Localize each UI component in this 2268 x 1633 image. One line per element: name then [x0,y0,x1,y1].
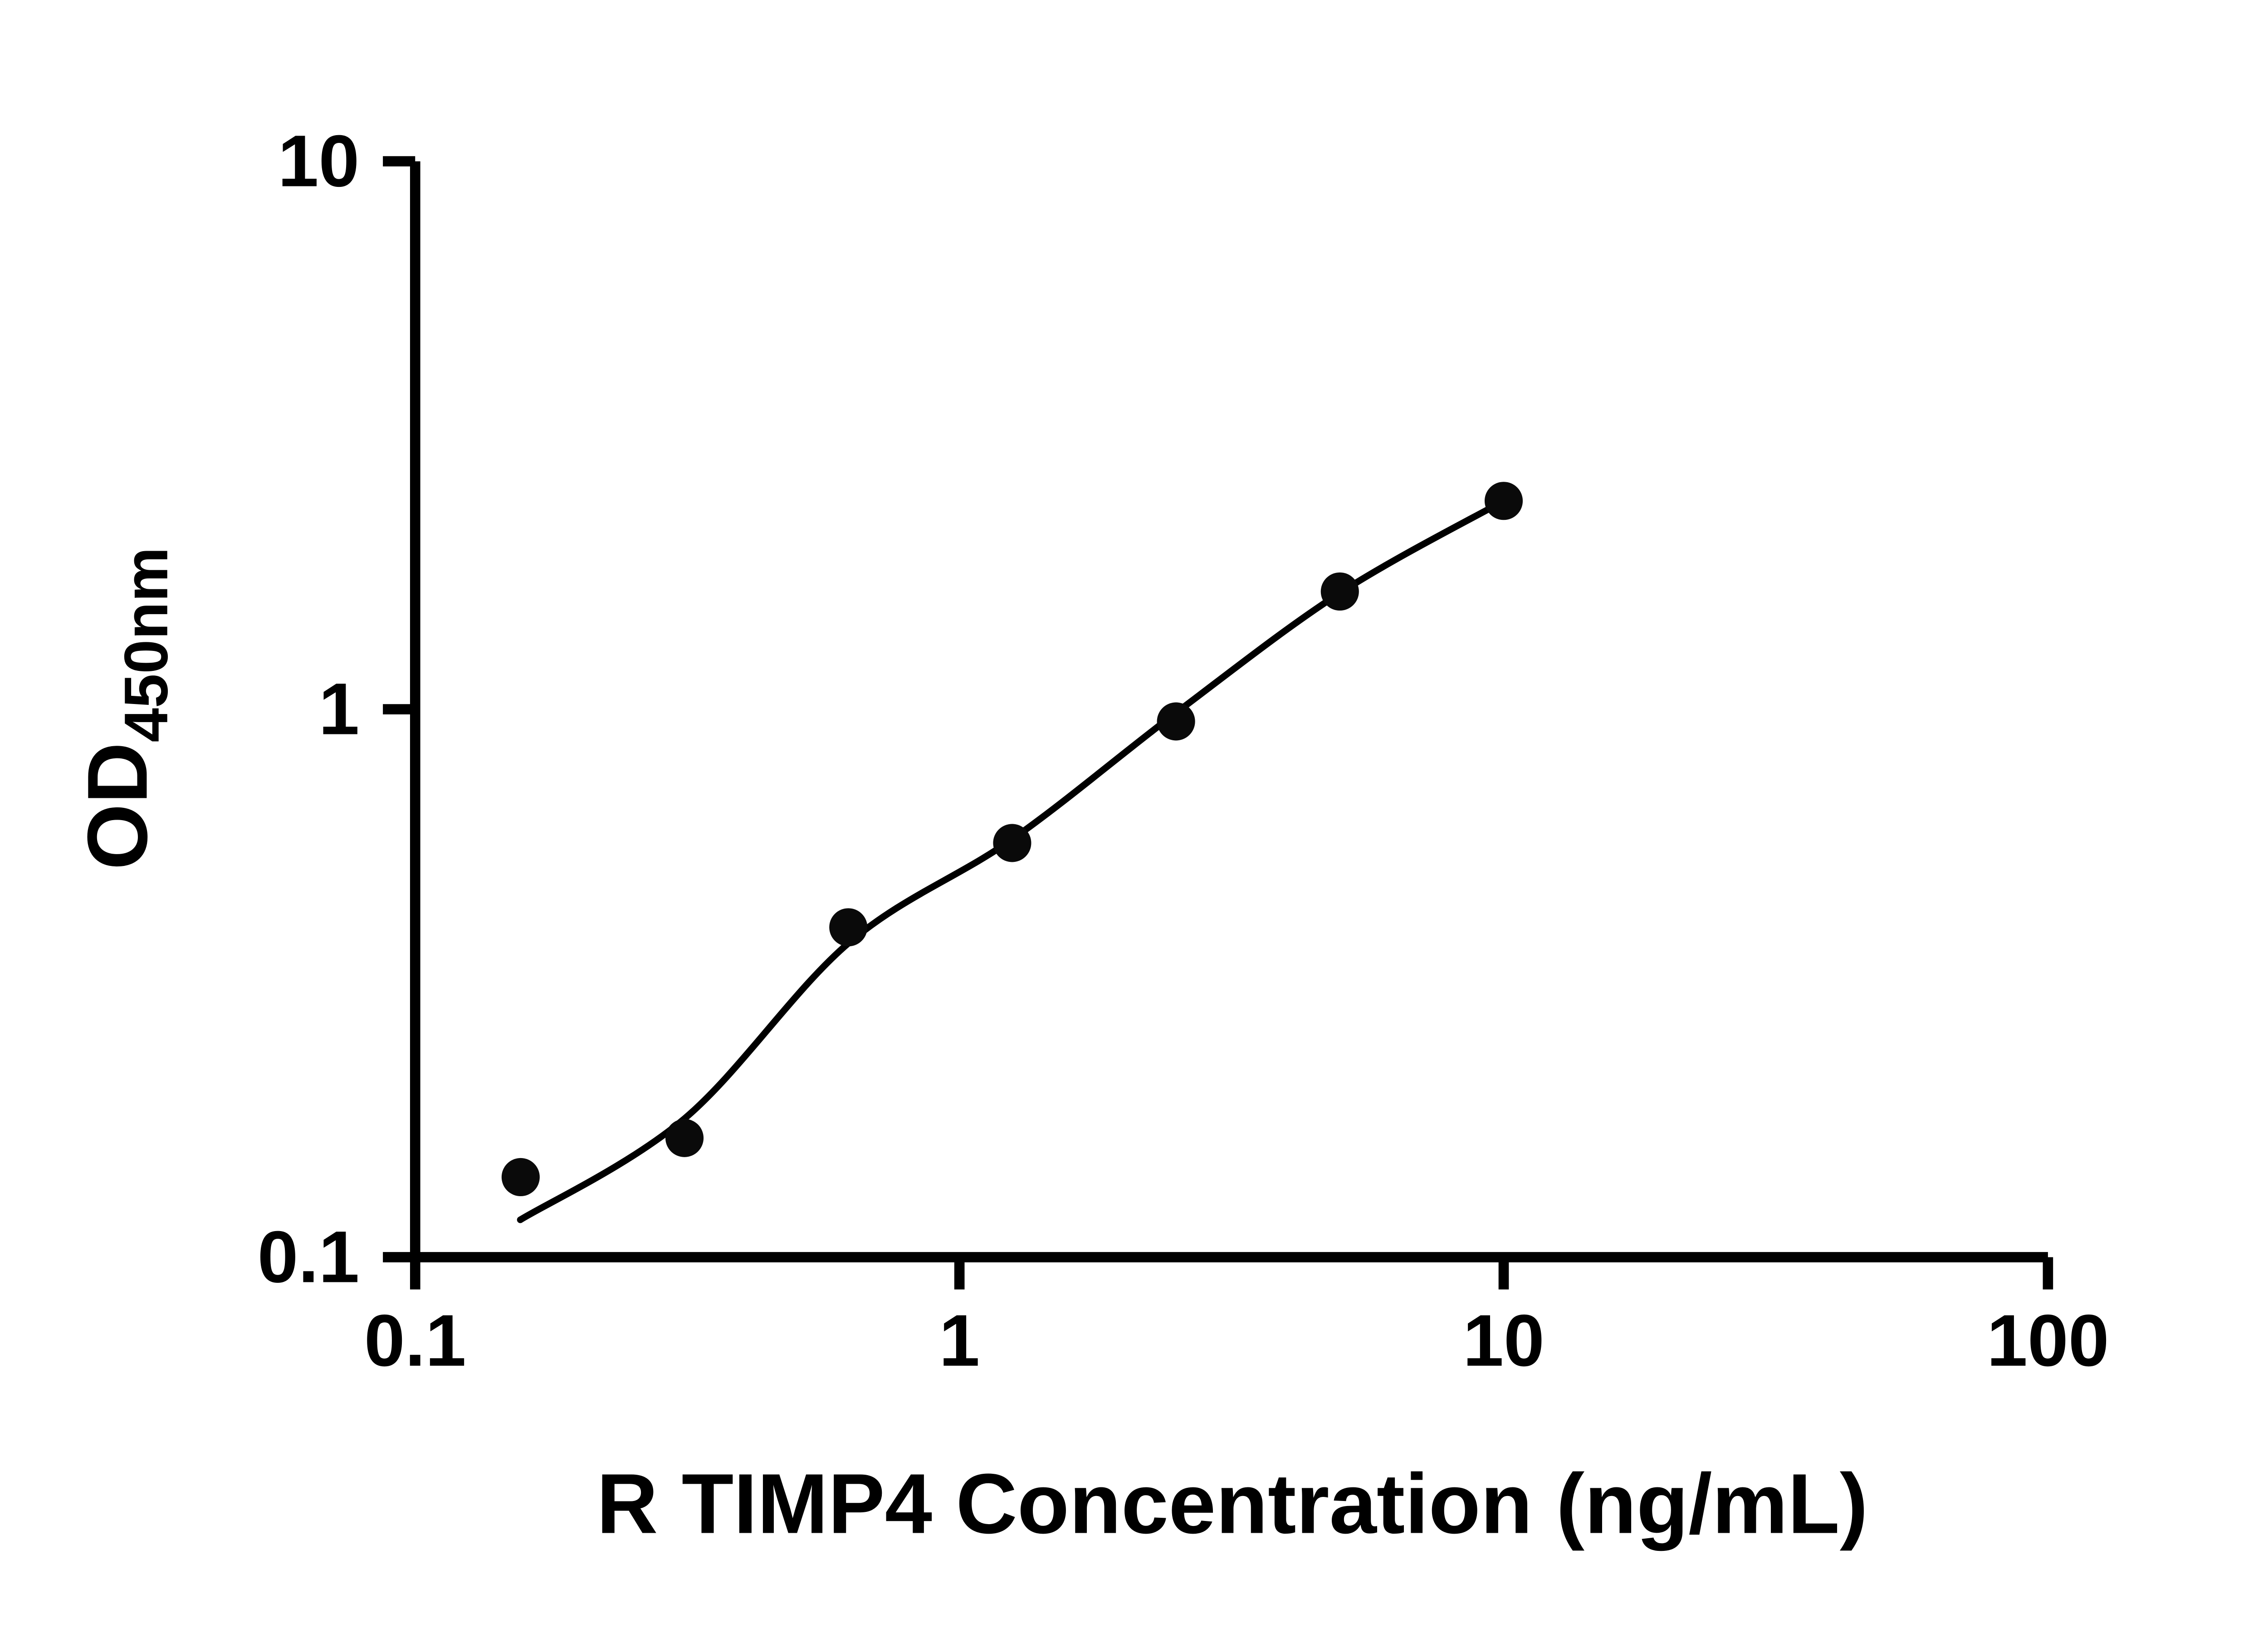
y-axis-title-subscript: 450nm [112,547,181,742]
axis-spine [410,161,2048,1263]
x-tick-label: 10 [1463,1300,1545,1382]
data-point [1157,702,1195,741]
y-tick-label: 10 [278,121,360,202]
data-point [829,908,868,947]
axes-layer [410,161,2048,1263]
x-tick-label: 1 [939,1300,980,1382]
data-point [993,824,1031,862]
standard-curve-figure: 0.1 1 10 100 0.1 1 10 OD450nm R TIMP4 Concentr… [0,7,2268,1625]
y-axis-title-main: OD [69,743,165,870]
data-points-layer [501,482,1523,1197]
data-point [501,1158,540,1197]
x-axis-title: R TIMP4 Concentration (ng/mL) [596,1456,1868,1551]
y-tick-label: 0.1 [258,1217,360,1298]
ticks-layer: 0.1 1 10 100 0.1 1 10 [258,121,2109,1382]
x-tick-label: 0.1 [364,1300,466,1382]
data-point [665,1119,704,1158]
data-point [1484,482,1523,520]
y-tick-label: 1 [318,669,359,750]
data-point [1320,572,1359,611]
y-axis-title: OD450nm [69,547,180,870]
x-tick-label: 100 [1987,1300,2109,1382]
standard-curve-chart: 0.1 1 10 100 0.1 1 10 OD450nm R TIMP4 Concentr… [69,121,2109,1551]
